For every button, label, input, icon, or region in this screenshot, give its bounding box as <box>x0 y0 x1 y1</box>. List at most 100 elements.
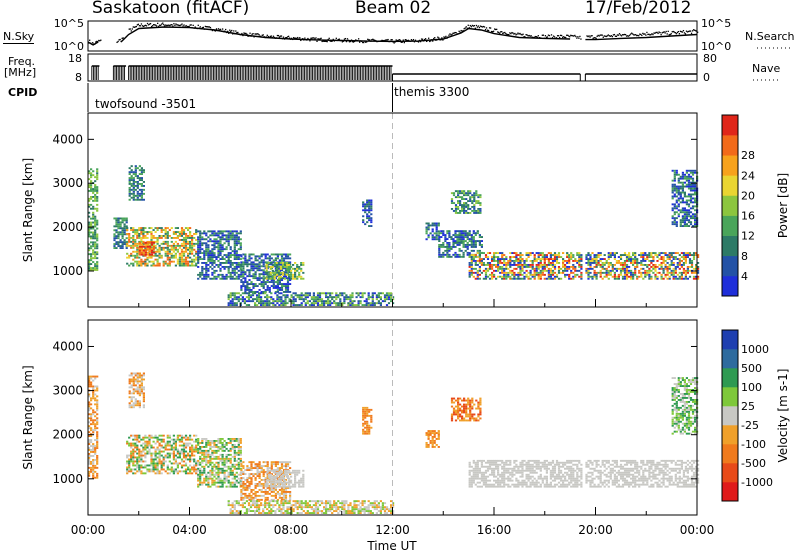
velocity-cell <box>162 434 165 437</box>
power-cell <box>668 264 671 266</box>
power-cell <box>115 237 118 240</box>
noise-search-point <box>120 40 122 43</box>
power-cell <box>515 273 518 276</box>
noise-search-point <box>617 34 620 36</box>
power-cell <box>469 212 472 214</box>
power-cell <box>670 260 673 262</box>
noise-search-point <box>439 39 441 41</box>
power-cell <box>674 256 677 258</box>
power-cell <box>278 263 281 266</box>
power-cell <box>440 255 443 258</box>
power-cell <box>304 302 307 305</box>
velocity-cell <box>138 384 141 387</box>
power-cell <box>689 201 693 204</box>
power-cell <box>685 183 688 186</box>
power-cell <box>682 258 685 260</box>
power-cell <box>289 279 292 281</box>
power-cell <box>680 277 683 280</box>
power-cell <box>531 275 534 278</box>
power-cell <box>94 247 97 250</box>
power-cell <box>132 196 135 199</box>
power-cell <box>279 267 282 270</box>
power-cell <box>96 172 99 175</box>
power-cell <box>469 196 472 199</box>
power-cell <box>298 266 301 268</box>
power-cell <box>195 258 198 261</box>
noise-search-point <box>192 24 194 27</box>
power-cell <box>123 239 126 242</box>
noise-search-point <box>147 24 150 26</box>
power-cell <box>467 208 470 210</box>
power-cell <box>94 251 97 254</box>
velocity-cell <box>130 372 133 375</box>
noise-sky-label: N.Sky <box>3 30 35 44</box>
velocity-cell <box>160 454 163 457</box>
power-cell <box>274 291 277 293</box>
velocity-cell <box>130 378 133 381</box>
power-cell <box>591 267 594 270</box>
noise-search-point <box>258 34 260 36</box>
power-cell <box>681 219 684 222</box>
velocity-cell <box>92 459 95 461</box>
power-cell <box>448 242 451 244</box>
velocity-cell <box>132 382 135 385</box>
power-cell <box>686 252 689 254</box>
velocity-cell <box>128 374 131 377</box>
noise-search-point <box>344 37 347 40</box>
power-cell <box>680 264 683 266</box>
power-cell <box>134 231 137 233</box>
power-cell <box>162 229 165 231</box>
power-cell <box>476 271 479 274</box>
power-cell <box>296 269 299 272</box>
noise-search-point <box>568 35 570 37</box>
power-cell <box>213 254 216 256</box>
noise-search-point <box>312 37 314 39</box>
power-cell <box>227 242 230 245</box>
power-cell <box>537 258 540 260</box>
power-cell <box>613 273 616 276</box>
power-cell <box>296 294 299 297</box>
power-cell <box>266 300 269 303</box>
power-cell <box>652 266 655 268</box>
power-cell <box>479 194 482 197</box>
power-cell <box>242 277 245 280</box>
power-cell <box>223 262 226 264</box>
power-cell <box>176 235 179 237</box>
power-cell <box>96 267 99 269</box>
power-cell <box>379 296 382 299</box>
power-cell <box>244 289 247 291</box>
noise-search-point <box>672 30 674 33</box>
power-cell <box>660 277 663 280</box>
power-cell <box>292 298 295 301</box>
power-cell <box>193 260 196 263</box>
velocity-cell <box>152 466 155 469</box>
power-cell <box>266 304 269 306</box>
power-cell <box>697 271 700 274</box>
power-cell <box>276 289 279 291</box>
power-cell <box>209 252 212 254</box>
velocity-cell <box>166 442 169 445</box>
power-cell <box>209 250 212 253</box>
power-cell <box>462 238 465 240</box>
power-cell <box>457 208 460 210</box>
power-cell <box>117 235 120 238</box>
noise-search-point <box>156 25 158 27</box>
noise-search-point <box>381 39 383 42</box>
power-cell <box>237 232 240 235</box>
power-cell <box>357 292 360 295</box>
power-cell <box>227 260 230 262</box>
power-cell <box>677 203 680 206</box>
power-cell <box>446 253 449 256</box>
power-cell <box>613 264 616 266</box>
power-cell <box>258 257 261 260</box>
power-cell <box>683 177 686 180</box>
power-cell <box>197 230 200 233</box>
power-cell <box>351 292 354 295</box>
power-cell <box>448 246 451 248</box>
power-cell <box>294 277 297 280</box>
power-cell <box>687 225 691 227</box>
power-cell <box>692 267 696 270</box>
noise-search-point <box>599 34 601 36</box>
power-cell <box>535 260 538 262</box>
power-cell <box>454 210 458 212</box>
